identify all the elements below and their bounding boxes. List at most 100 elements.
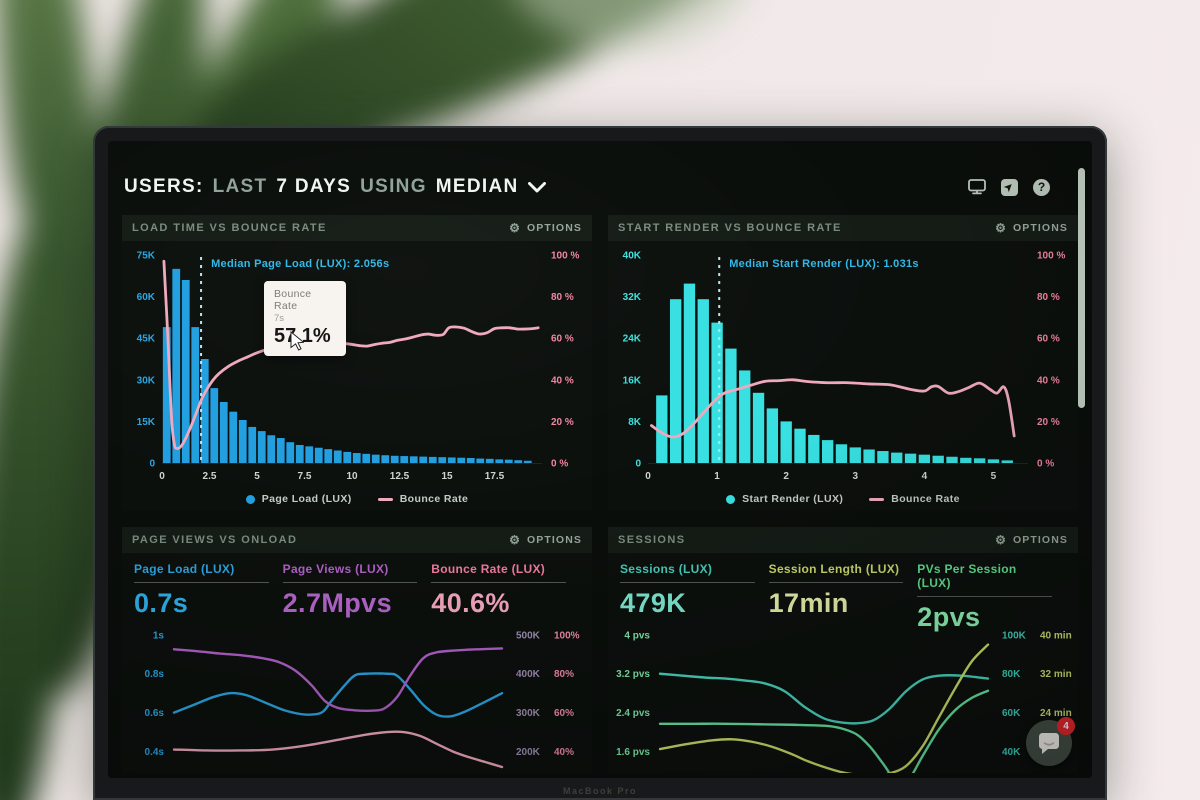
- svg-text:0.8s: 0.8s: [145, 669, 165, 680]
- load-time-chart[interactable]: Median Page Load (LUX): 2.056s 0 15K 30K 45K…: [122, 241, 592, 487]
- metric-value: 40.6%: [431, 588, 510, 618]
- options-label: OPTIONS: [527, 222, 582, 234]
- metric-value: 2pvs: [917, 602, 981, 632]
- legend-label: Bounce Rate: [399, 493, 469, 505]
- svg-text:0: 0: [159, 471, 165, 482]
- metric-label: Page Views (LUX): [282, 562, 389, 576]
- legend-label: Start Render (LUX): [742, 493, 844, 505]
- laptop-screen: USERS: LAST 7 DAYS USING MEDIAN: [108, 141, 1092, 778]
- svg-text:32 min: 32 min: [1040, 669, 1072, 680]
- svg-text:2.5: 2.5: [203, 471, 217, 482]
- help-glyph: ?: [1037, 180, 1046, 194]
- metric-session-length: Session Length (LUX) 17min: [768, 562, 918, 619]
- svg-text:3: 3: [852, 471, 858, 482]
- svg-text:100 %: 100 %: [1037, 251, 1065, 262]
- panel-start-render: START RENDER VS BOUNCE RATE ⚙ OPTIONS Me…: [608, 215, 1078, 511]
- metric-label: Bounce Rate (LUX): [431, 562, 546, 576]
- svg-text:0.4s: 0.4s: [145, 747, 165, 758]
- svg-text:0: 0: [149, 459, 155, 470]
- svg-text:1s: 1s: [153, 630, 165, 641]
- svg-text:500K: 500K: [516, 630, 541, 641]
- gear-icon: ⚙: [509, 533, 522, 547]
- legend-item: Start Render (LUX): [726, 493, 843, 505]
- svg-text:16K: 16K: [623, 375, 642, 386]
- svg-text:40K: 40K: [623, 251, 642, 262]
- page-views-onload-chart[interactable]: 1s 500K 100% 0.8s 400K 80% 0.6s 300K 60% 0.4s 200K…: [122, 623, 592, 773]
- svg-text:20 %: 20 %: [551, 417, 574, 428]
- tooltip-x-value: 7s: [274, 313, 285, 324]
- svg-text:5: 5: [991, 471, 997, 482]
- sessions-chart[interactable]: 4 pvs 100K 40 min 3.2 pvs 80K 32 min 2.4 pvs 60…: [608, 623, 1078, 773]
- panel-title: SESSIONS: [618, 534, 686, 546]
- dashboard-header: USERS: LAST 7 DAYS USING MEDIAN: [124, 169, 1076, 205]
- svg-text:1: 1: [714, 471, 720, 482]
- svg-text:7.5: 7.5: [298, 471, 312, 482]
- svg-text:24K: 24K: [623, 334, 642, 345]
- gear-icon: ⚙: [995, 221, 1008, 235]
- options-button[interactable]: ⚙ OPTIONS: [995, 222, 1068, 234]
- metric-label: Sessions (LUX): [620, 562, 713, 576]
- panel-grid: LOAD TIME VS BOUNCE RATE ⚙ OPTIONS Media…: [122, 215, 1078, 773]
- svg-text:100%: 100%: [554, 630, 580, 641]
- svg-text:30K: 30K: [137, 375, 156, 386]
- chat-widget-button[interactable]: 4: [1026, 717, 1075, 766]
- options-button[interactable]: ⚙ OPTIONS: [995, 534, 1068, 546]
- svg-text:15K: 15K: [137, 417, 156, 428]
- scrollbar-thumb[interactable]: [1078, 168, 1085, 408]
- svg-text:Median Start Render (LUX): 1.0: Median Start Render (LUX): 1.031s: [729, 258, 919, 270]
- svg-text:40 min: 40 min: [1040, 630, 1072, 641]
- svg-text:200K: 200K: [516, 747, 541, 758]
- svg-text:12.5: 12.5: [390, 471, 410, 482]
- options-label: OPTIONS: [527, 534, 582, 546]
- legend-dash-icon: [869, 497, 885, 501]
- panel-title: PAGE VIEWS VS ONLOAD: [132, 534, 298, 546]
- svg-text:2: 2: [783, 471, 789, 482]
- svg-text:300K: 300K: [516, 708, 541, 719]
- tooltip-series: Bounce Rate: [274, 288, 312, 312]
- svg-text:60 %: 60 %: [551, 334, 574, 345]
- svg-text:0 %: 0 %: [551, 459, 568, 470]
- svg-text:45K: 45K: [137, 334, 156, 345]
- help-icon[interactable]: ?: [1033, 178, 1050, 196]
- metric-label: Session Length (LUX): [768, 562, 900, 576]
- chart-legend: Page Load (LUX) Bounce Rate: [122, 487, 592, 511]
- svg-text:15: 15: [441, 471, 453, 482]
- svg-text:3.2 pvs: 3.2 pvs: [616, 669, 650, 680]
- laptop-brand-label: MacBook Pro: [562, 786, 637, 796]
- svg-text:400K: 400K: [516, 669, 541, 680]
- chat-unread-badge: 4: [1057, 717, 1075, 735]
- svg-text:80 %: 80 %: [1037, 292, 1060, 303]
- start-render-chart[interactable]: Median Start Render (LUX): 1.031s 0 8K 16K 2…: [608, 241, 1078, 487]
- svg-text:60K: 60K: [1002, 708, 1021, 719]
- users-range-dropdown[interactable]: USERS: LAST 7 DAYS USING MEDIAN: [124, 176, 546, 198]
- options-button[interactable]: ⚙ OPTIONS: [509, 534, 582, 546]
- gear-icon: ⚙: [509, 221, 522, 235]
- title-range: LAST: [212, 176, 268, 197]
- svg-text:40%: 40%: [554, 747, 574, 758]
- gear-icon: ⚙: [995, 533, 1008, 547]
- panel-sessions-header: SESSIONS ⚙ OPTIONS: [608, 527, 1078, 553]
- svg-text:4: 4: [922, 471, 928, 482]
- metric-value: 17min: [768, 588, 849, 618]
- share-icon[interactable]: ➤: [1001, 178, 1018, 196]
- svg-text:40 %: 40 %: [551, 375, 574, 386]
- svg-text:0: 0: [645, 471, 651, 482]
- svg-text:75K: 75K: [137, 251, 156, 262]
- legend-dot-icon: [726, 494, 736, 504]
- tooltip-value: 57.1%: [274, 325, 331, 347]
- svg-text:4 pvs: 4 pvs: [624, 630, 650, 641]
- panel-start-render-header: START RENDER VS BOUNCE RATE ⚙ OPTIONS: [608, 215, 1078, 241]
- svg-text:2.4 pvs: 2.4 pvs: [616, 708, 650, 719]
- metric-pvs-per-session: PVs Per Session (LUX) 2pvs: [917, 562, 1066, 632]
- chevron-down-icon: [527, 181, 546, 192]
- svg-text:1.6 pvs: 1.6 pvs: [616, 747, 650, 758]
- metrics-row: Page Load (LUX) 0.7s Page Views (LUX) 2.…: [122, 553, 592, 623]
- options-button[interactable]: ⚙ OPTIONS: [509, 222, 582, 234]
- display-icon[interactable]: [968, 178, 986, 196]
- legend-dash-icon: [377, 497, 393, 501]
- metric-sessions: Sessions (LUX) 479K: [620, 562, 769, 619]
- mouse-cursor-icon: [290, 331, 304, 351]
- legend-label: Bounce Rate: [891, 493, 960, 505]
- metric-value: 0.7s: [134, 588, 189, 618]
